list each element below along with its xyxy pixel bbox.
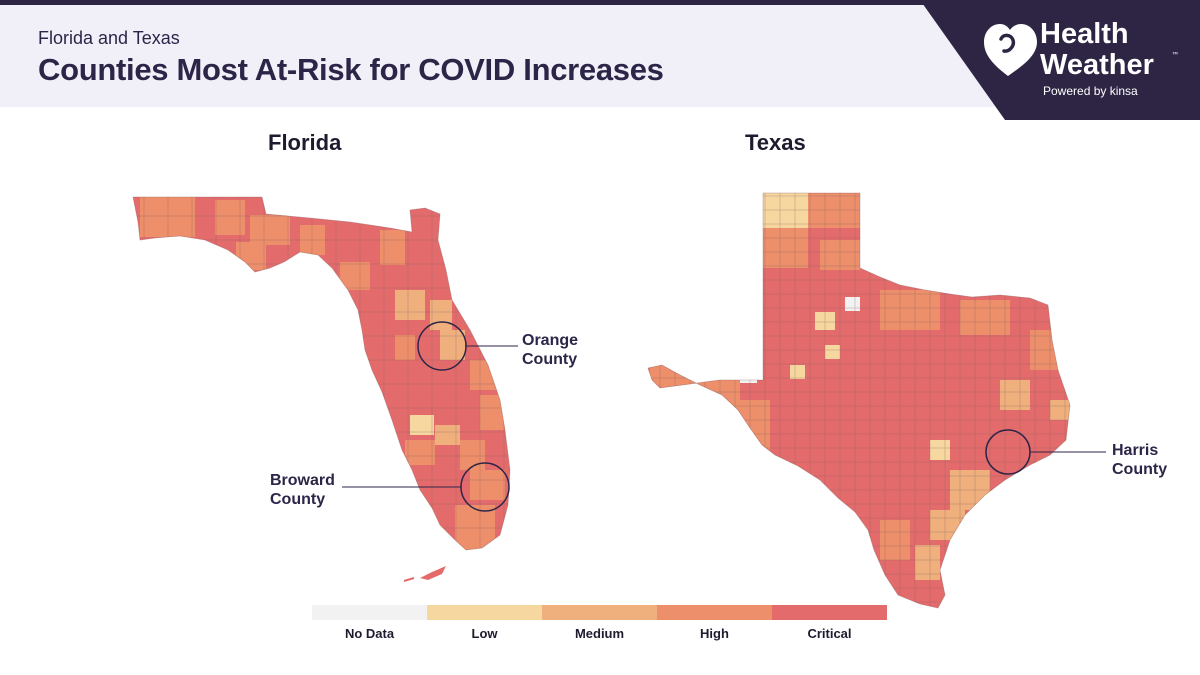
legend-swatch-medium — [542, 605, 657, 620]
orange-county-label: Orange County — [522, 331, 578, 369]
page-title: Counties Most At-Risk for COVID Increase… — [38, 52, 664, 87]
logo-powered-by: Powered by kinsa — [1043, 84, 1138, 98]
logo-name-line2: Weather — [1040, 49, 1154, 81]
legend-swatch-critical — [772, 605, 887, 620]
legend-label-medium: Medium — [574, 626, 625, 641]
legend-swatch-low — [427, 605, 542, 620]
orange-county-label-line2: County — [522, 351, 578, 368]
legend-label-no-data: No Data — [344, 626, 395, 641]
legend-label-high: High — [700, 626, 729, 641]
broward-county-label-line2: County — [270, 491, 326, 508]
logo-name-line1: Health — [1040, 18, 1129, 50]
legend-label-low: Low — [471, 626, 498, 641]
florida-map — [132, 196, 511, 582]
harris-county-label-line1: Harris — [1112, 442, 1159, 459]
legend-label-critical: Critical — [807, 626, 852, 641]
orange-county-marker — [417, 321, 518, 371]
florida-map-title: Florida — [268, 130, 342, 155]
harris-county-label: Harris County — [1112, 441, 1167, 479]
broward-county-marker — [342, 462, 510, 512]
orange-county-label-line1: Orange — [522, 332, 579, 349]
harris-county-marker — [985, 429, 1106, 475]
harris-county-label-line2: County — [1112, 461, 1168, 478]
legend-swatch-no-data — [312, 605, 427, 620]
broward-county-label: Broward County — [270, 471, 335, 509]
florida-keys — [420, 566, 446, 580]
top-strip — [0, 0, 1200, 5]
page-subtitle: Florida and Texas — [38, 28, 180, 48]
logo-trademark: ™ — [1172, 52, 1178, 58]
texas-map — [647, 192, 1071, 609]
texas-map-title: Texas — [745, 130, 806, 155]
broward-county-label-line1: Broward — [270, 472, 335, 489]
legend-swatch-high — [657, 605, 772, 620]
